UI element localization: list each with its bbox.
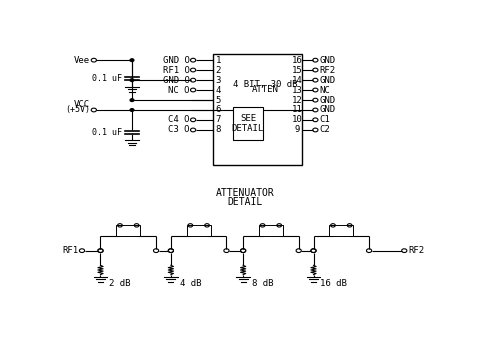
Text: SEE: SEE <box>240 114 256 123</box>
Text: 2: 2 <box>216 65 221 74</box>
Text: GND: GND <box>319 95 335 104</box>
Text: GND O: GND O <box>163 76 189 85</box>
Text: C2: C2 <box>319 126 330 135</box>
Text: 4 BIT, 30 dB: 4 BIT, 30 dB <box>233 80 298 89</box>
Circle shape <box>130 99 134 101</box>
Text: 0.1 uF: 0.1 uF <box>92 128 121 137</box>
Text: DETAIL: DETAIL <box>232 124 264 133</box>
Text: GND O: GND O <box>163 56 189 65</box>
Text: 14: 14 <box>292 76 303 85</box>
Text: 10: 10 <box>292 115 303 124</box>
Text: 15: 15 <box>292 65 303 74</box>
Circle shape <box>130 59 134 62</box>
Text: C3 O: C3 O <box>168 126 189 135</box>
Text: ATTENUATOR: ATTENUATOR <box>216 188 274 198</box>
Text: RF1 O: RF1 O <box>163 65 189 74</box>
Text: 11: 11 <box>292 106 303 115</box>
Text: Vee: Vee <box>74 56 90 65</box>
Text: 5: 5 <box>216 95 221 104</box>
Text: 3: 3 <box>216 76 221 85</box>
Text: (+5V): (+5V) <box>65 105 90 114</box>
Text: 7: 7 <box>216 115 221 124</box>
Text: 4 dB: 4 dB <box>180 280 201 289</box>
Text: RF2: RF2 <box>319 65 335 74</box>
Text: 4: 4 <box>216 85 221 94</box>
Text: RF1: RF1 <box>62 246 78 255</box>
Text: 13: 13 <box>292 85 303 94</box>
Text: C1: C1 <box>319 115 330 124</box>
Text: 12: 12 <box>292 95 303 104</box>
Text: 0.1 uF: 0.1 uF <box>92 74 121 83</box>
Text: 16 dB: 16 dB <box>319 280 347 289</box>
Text: RF2: RF2 <box>408 246 424 255</box>
Text: DETAIL: DETAIL <box>228 197 262 207</box>
Text: 1: 1 <box>216 56 221 65</box>
Bar <box>186 225 211 236</box>
Text: 9: 9 <box>295 126 300 135</box>
Text: NC: NC <box>319 85 330 94</box>
Text: VCC: VCC <box>74 100 90 109</box>
Bar <box>329 225 353 236</box>
Circle shape <box>130 109 134 111</box>
Text: 2 dB: 2 dB <box>109 280 130 289</box>
Text: GND: GND <box>319 56 335 65</box>
Text: GND: GND <box>319 76 335 85</box>
Text: 8 dB: 8 dB <box>252 280 273 289</box>
Text: NC O: NC O <box>168 85 189 94</box>
Text: GND: GND <box>319 106 335 115</box>
Text: ATTEN: ATTEN <box>252 85 279 94</box>
Bar <box>259 225 283 236</box>
Text: 16: 16 <box>292 56 303 65</box>
Text: C4 O: C4 O <box>168 115 189 124</box>
Bar <box>233 107 263 140</box>
Text: 8: 8 <box>216 126 221 135</box>
Text: 6: 6 <box>216 106 221 115</box>
Circle shape <box>130 79 134 82</box>
Bar <box>214 54 303 165</box>
Bar <box>116 225 141 236</box>
